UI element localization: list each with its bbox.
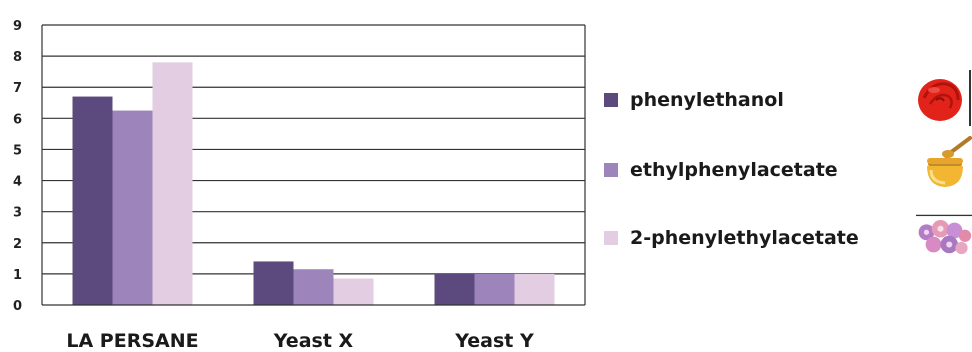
y-tick-label: 4 xyxy=(13,175,22,190)
legend-item-phenylethanol: phenylethanol xyxy=(604,80,784,120)
bar-chart: 0 1 2 3 4 5 6 7 8 9 LA PERSANE Yeast X Yeast Y xyxy=(13,19,586,352)
bars xyxy=(72,62,555,306)
legend-item-ethylphenylacetate: ethylphenylacetate xyxy=(604,150,838,190)
legend-swatch xyxy=(604,93,618,107)
legend-label: 2-phenylethylacetate xyxy=(630,227,859,249)
y-tick-label: 3 xyxy=(13,206,22,221)
y-axis: 0 1 2 3 4 5 6 7 8 9 xyxy=(13,19,22,314)
y-tick-label: 0 xyxy=(13,299,22,314)
legend-swatch xyxy=(604,231,618,245)
bar-2-phenylethylacetate-la-persane xyxy=(152,62,193,306)
y-tick-label: 2 xyxy=(13,237,22,252)
bar-ethylphenylacetate-la-persane xyxy=(112,110,153,305)
bar-2-phenylethylacetate-yeast-x xyxy=(333,278,374,305)
legend-swatch xyxy=(604,163,618,177)
x-tick-label: LA PERSANE xyxy=(66,330,198,352)
y-tick-label: 5 xyxy=(13,143,22,158)
axes xyxy=(41,25,586,306)
legend: phenylethanol ethylphenylacetate 2-pheny… xyxy=(604,70,972,290)
bar-2-phenylethylacetate-yeast-y xyxy=(514,273,555,305)
bar-ethylphenylacetate-yeast-y xyxy=(474,273,515,305)
x-tick-label: Yeast X xyxy=(273,330,354,352)
legend-label: ethylphenylacetate xyxy=(630,159,838,181)
y-tick-label: 9 xyxy=(13,19,22,34)
bar-phenylethanol-la-persane xyxy=(72,96,113,305)
x-tick-label: Yeast Y xyxy=(454,330,534,352)
y-tick-label: 6 xyxy=(13,112,22,127)
bar-phenylethanol-yeast-y xyxy=(434,273,475,305)
x-axis: LA PERSANE Yeast X Yeast Y xyxy=(66,330,534,352)
legend-label: phenylethanol xyxy=(630,89,784,111)
flower-bouquet-icon xyxy=(916,214,972,255)
honey-jar-icon xyxy=(927,136,972,187)
y-tick-label: 7 xyxy=(13,81,22,96)
y-tick-label: 8 xyxy=(13,50,22,65)
bar-ethylphenylacetate-yeast-x xyxy=(293,269,334,305)
y-tick-label: 1 xyxy=(13,268,22,283)
rose-icon xyxy=(918,70,971,126)
legend-item-2-phenylethylacetate: 2-phenylethylacetate xyxy=(604,218,859,258)
bar-phenylethanol-yeast-x xyxy=(253,261,294,305)
